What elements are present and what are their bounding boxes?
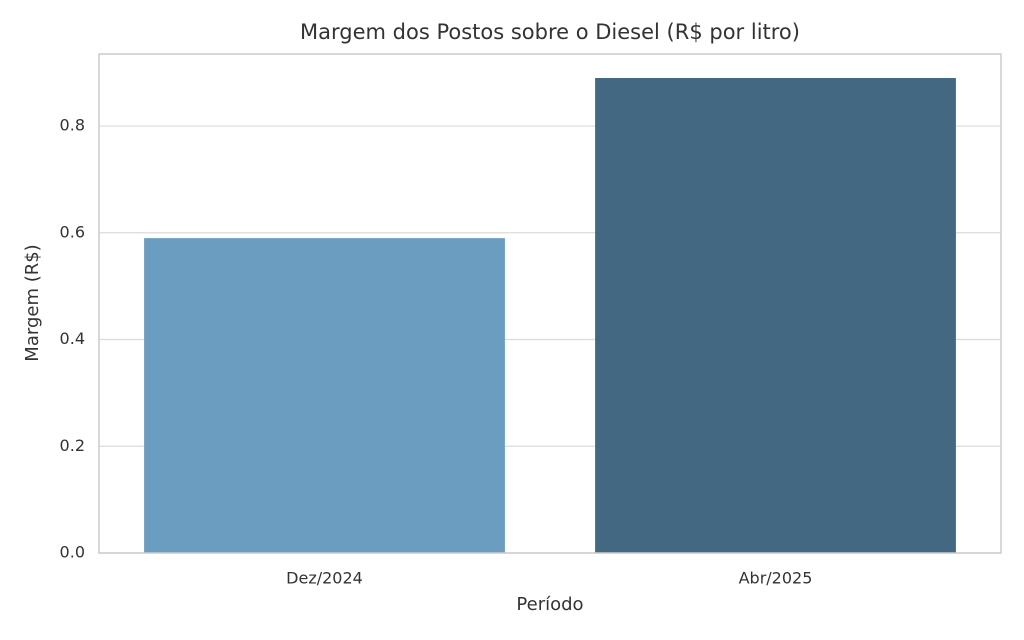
x-tick-label: Dez/2024 (286, 569, 363, 588)
bar (144, 238, 505, 554)
y-tick-label: 0.8 (60, 116, 85, 135)
bar (595, 78, 956, 553)
y-tick-label: 0.2 (60, 436, 85, 455)
chart-title: Margem dos Postos sobre o Diesel (R$ por… (300, 20, 800, 44)
y-tick-label: 0.4 (60, 329, 85, 348)
y-axis-label: Margem (R$) (22, 244, 43, 361)
x-tick-label: Abr/2025 (739, 569, 813, 588)
plot-frame (98, 53, 1002, 554)
y-tick-label: 0.0 (60, 543, 85, 562)
y-tick-label: 0.6 (60, 222, 85, 241)
x-axis-label: Período (516, 594, 583, 615)
